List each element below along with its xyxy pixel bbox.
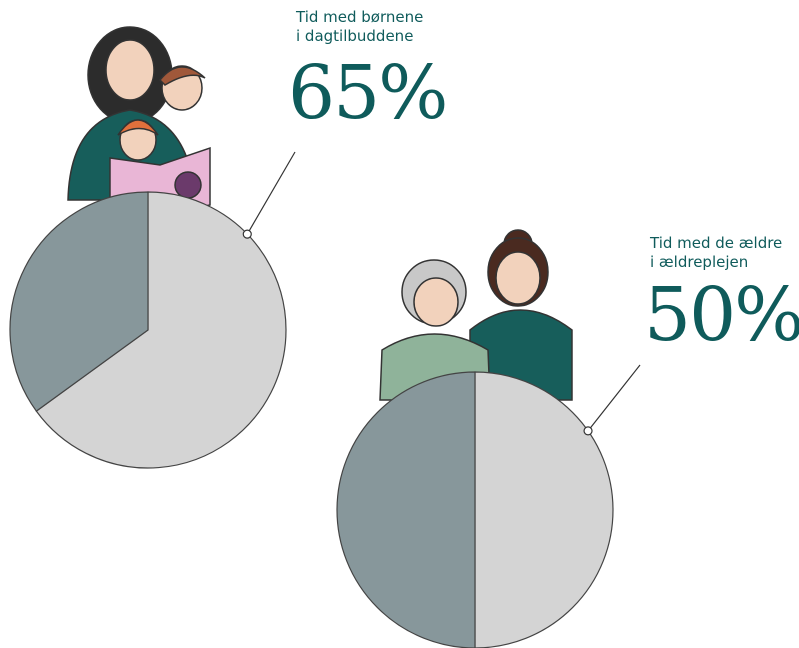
leader-dot <box>242 229 252 239</box>
value-label: 50% <box>644 272 799 358</box>
pie-slice <box>336 371 476 648</box>
pie-slice <box>9 191 149 412</box>
leader-dot <box>583 426 593 436</box>
slice-label: Tid med børnene i dagtilbuddene <box>296 8 424 45</box>
value-label: 65% <box>288 50 448 136</box>
illustration-family <box>67 26 211 216</box>
slice-label: Tid med de ældre i ældreplejen <box>650 234 783 271</box>
leader-line <box>246 151 296 235</box>
pie-slice <box>474 371 614 648</box>
pie-slice <box>35 191 287 469</box>
leader-line <box>587 364 641 432</box>
